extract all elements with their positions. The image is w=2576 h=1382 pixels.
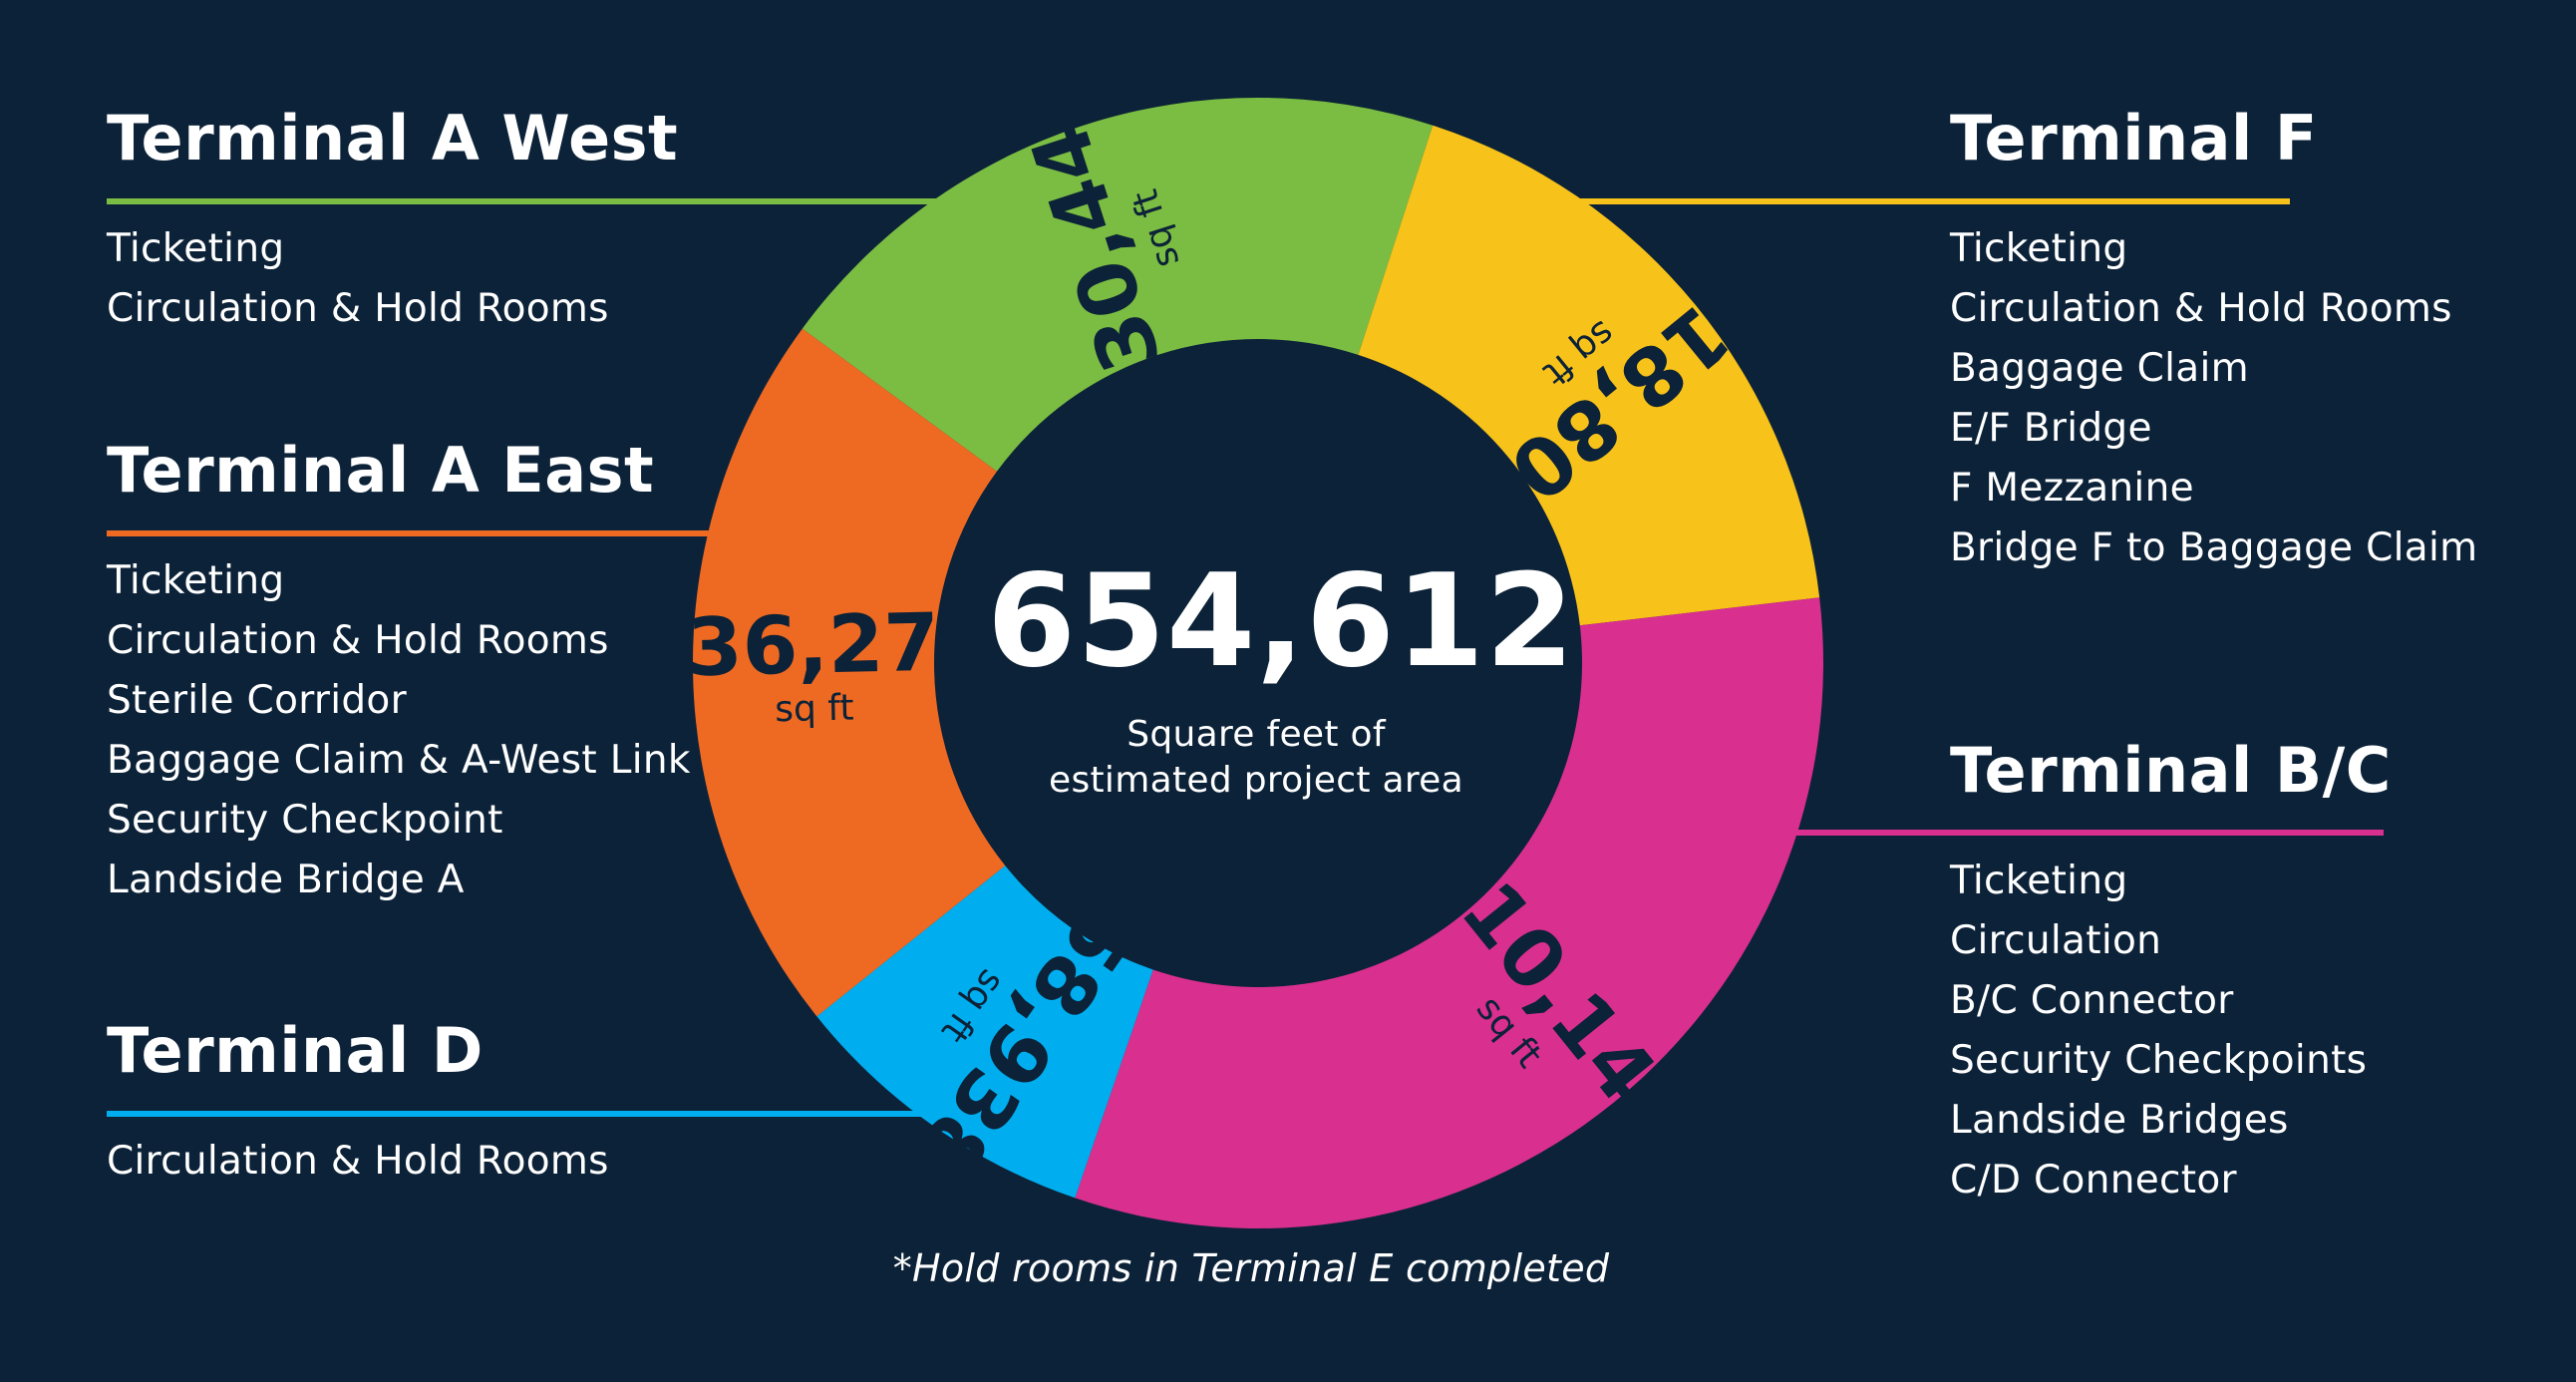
terminal-bc-title: Terminal B/C <box>1950 734 2392 807</box>
list-item: Circulation & Hold Rooms <box>107 1139 609 1184</box>
terminal-bc-block: Terminal B/C Ticketing Circulation B/C C… <box>1950 740 2392 1210</box>
terminal-f-block: Terminal F Ticketing Circulation & Hold … <box>1950 108 2477 578</box>
list-item: B/C Connector <box>1950 978 2234 1023</box>
list-item: Circulation & Hold Rooms <box>107 286 609 331</box>
terminal-a-west-block: Terminal A West Ticketing Circulation & … <box>107 108 678 339</box>
list-item: Baggage Claim <box>1950 346 2249 391</box>
donut-slice-terminal-a-west <box>802 98 1434 472</box>
terminal-a-west-items: Ticketing Circulation & Hold Rooms <box>107 219 678 339</box>
slice-unit-label: sq ft <box>775 688 854 731</box>
slice-value-label: 136,275 <box>630 595 995 696</box>
total-area-caption: Square feet of estimated project area <box>987 712 1525 804</box>
list-item: Circulation & Hold Rooms <box>1950 286 2452 331</box>
terminal-a-east-title: Terminal A East <box>107 434 655 507</box>
terminal-d-items: Circulation & Hold Rooms <box>107 1132 609 1192</box>
list-item: Landside Bridge A <box>107 858 465 902</box>
list-item: Circulation & Hold Rooms <box>107 618 609 663</box>
total-caption-line-1: Square feet of <box>1127 714 1386 755</box>
list-item: Landside Bridges <box>1950 1098 2289 1143</box>
list-item: Ticketing <box>107 558 285 603</box>
list-item: Bridge F to Baggage Claim <box>1950 525 2478 570</box>
list-item: Security Checkpoints <box>1950 1038 2368 1083</box>
total-area-value: 654,612 <box>987 547 1575 696</box>
donut-slices <box>692 98 1823 1228</box>
footnote: *Hold rooms in Terminal E completed <box>892 1246 1610 1290</box>
leader-lines <box>107 198 2384 1117</box>
donut-slice-terminal-a-east <box>692 328 1006 1017</box>
donut-slice-terminal-f <box>1358 125 1820 626</box>
donut-slice-terminal-b-c <box>1075 597 1823 1228</box>
list-item: Ticketing <box>1950 859 2128 903</box>
terminal-a-east-items: Ticketing Circulation & Hold Rooms Steri… <box>107 551 691 910</box>
list-item: Ticketing <box>107 226 285 271</box>
list-item: Sterile Corridor <box>107 678 407 723</box>
donut-slice-terminal-d <box>816 865 1153 1199</box>
terminal-f-items: Ticketing Circulation & Hold Rooms Bagga… <box>1950 219 2477 578</box>
list-item: E/F Bridge <box>1950 406 2152 451</box>
terminal-a-east-block: Terminal A East Ticketing Circulation & … <box>107 440 691 910</box>
list-item: Security Checkpoint <box>107 798 503 843</box>
terminal-d-block: Terminal D Circulation & Hold Rooms <box>107 1020 609 1192</box>
terminal-f-title: Terminal F <box>1950 102 2318 174</box>
terminal-d-title: Terminal D <box>107 1014 483 1087</box>
donut-center: 654,612 Square feet of estimated project… <box>987 547 1575 804</box>
list-item: Ticketing <box>1950 226 2128 271</box>
list-item: Circulation <box>1950 918 2162 963</box>
list-item: C/D Connector <box>1950 1158 2237 1203</box>
total-caption-line-2: estimated project area <box>1049 760 1463 801</box>
terminal-a-west-title: Terminal A West <box>107 102 679 174</box>
list-item: Baggage Claim & A-West Link <box>107 738 691 783</box>
list-item: F Mezzanine <box>1950 466 2194 511</box>
terminal-bc-items: Ticketing Circulation B/C Connector Secu… <box>1950 852 2392 1210</box>
